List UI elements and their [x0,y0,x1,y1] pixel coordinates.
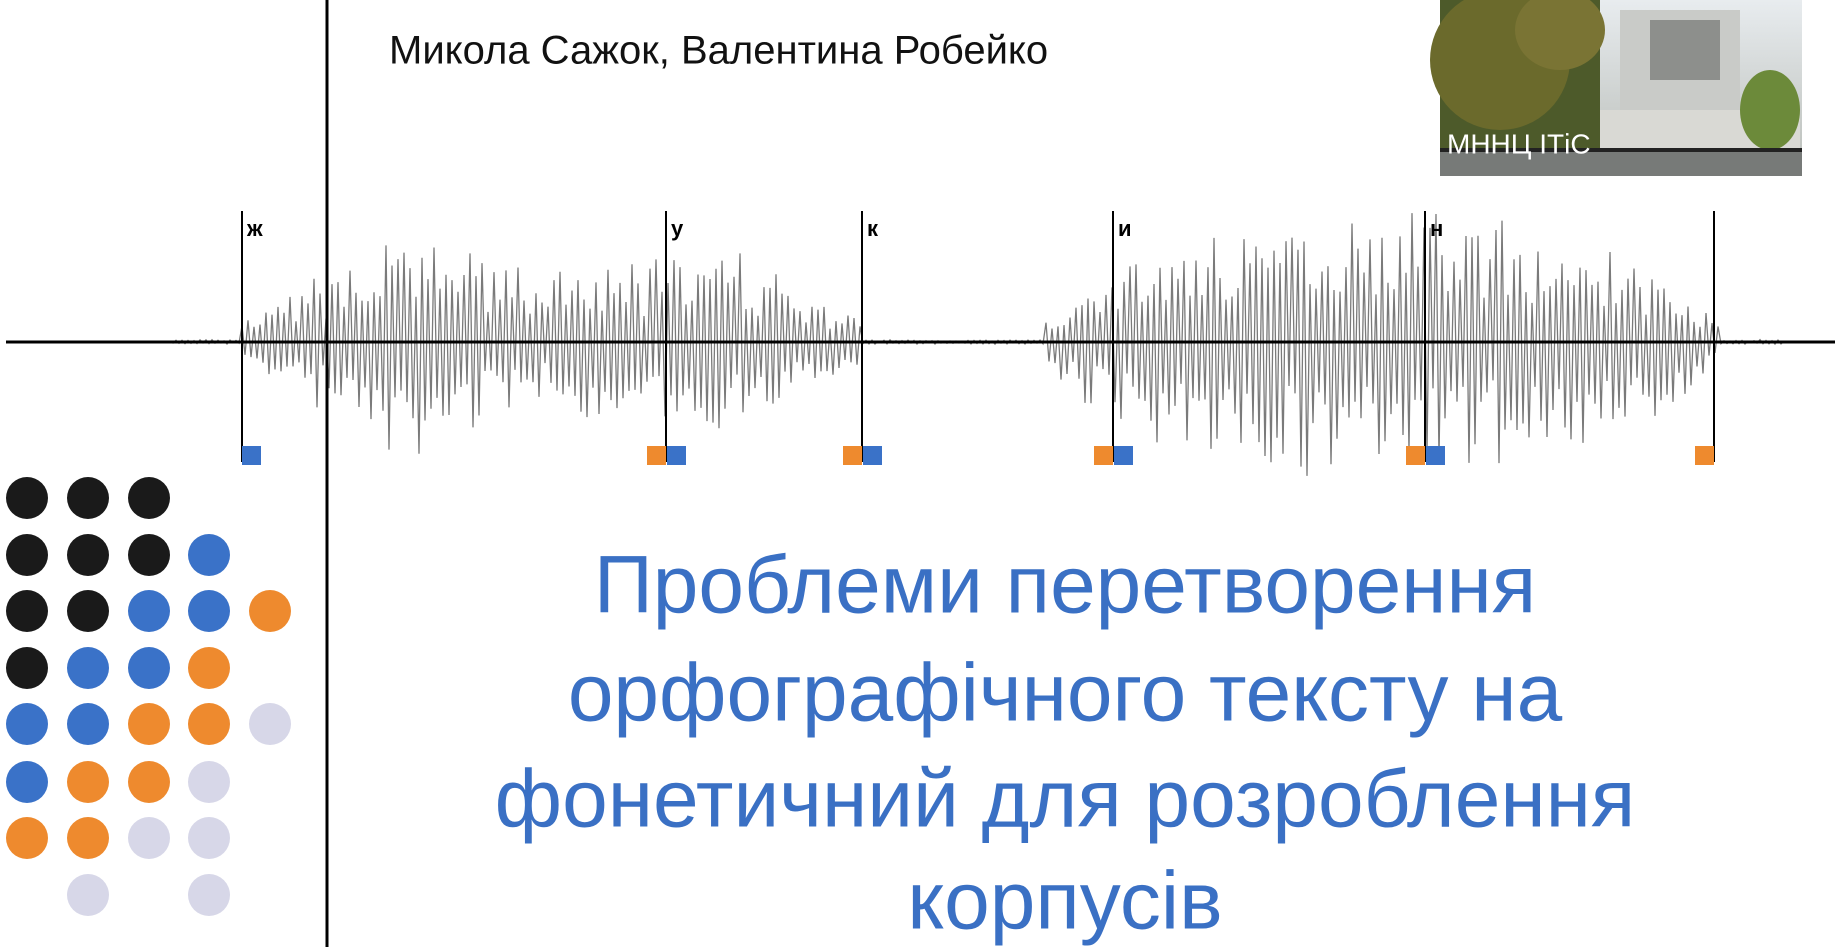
waveform-line [170,213,1784,476]
dot [6,647,48,689]
authors: Микола Сажок, Валентина Робейко [389,29,1048,73]
title-line: корпусів [907,856,1222,947]
dot [128,703,170,745]
segment-marker [1094,446,1113,465]
segment-label: к [867,216,879,241]
segment-marker [242,446,261,465]
segment-marker [1426,446,1445,465]
dot [6,590,48,632]
dot [128,590,170,632]
dot [6,534,48,576]
dot [128,534,170,576]
dot [6,477,48,519]
dot [128,761,170,803]
dot [67,761,109,803]
segment-marker [1114,446,1133,465]
segment-marker [667,446,686,465]
segment-marker [1695,446,1714,465]
dot [128,477,170,519]
dot [67,477,109,519]
dot [67,703,109,745]
dot [6,761,48,803]
dot [188,874,230,916]
dot [67,874,109,916]
dot [67,590,109,632]
dot [6,703,48,745]
dot [188,534,230,576]
segment-marker [843,446,862,465]
photo: МННЦ ІТіС [1430,0,1802,176]
dot [188,703,230,745]
title: Проблеми перетворення орфографічного тек… [495,540,1636,947]
title-line: орфографічного тексту на [568,648,1563,739]
page: МННЦ ІТіС Микола Сажок, Валентина Робейк… [0,0,1835,947]
dot [67,817,109,859]
segment-marker [863,446,882,465]
segment-label: н [1430,216,1443,241]
photo-caption: МННЦ ІТіС [1447,128,1591,159]
dot [67,647,109,689]
dot [128,647,170,689]
dot [6,817,48,859]
dot [67,534,109,576]
dot [249,590,291,632]
dot [128,817,170,859]
title-line: фонетичний для розроблення [495,754,1636,845]
title-line: Проблеми перетворення [594,540,1536,631]
segment-label: и [1118,216,1132,241]
dot [188,817,230,859]
slide: МННЦ ІТіС Микола Сажок, Валентина Робейк… [0,0,1835,947]
dot [188,761,230,803]
dot-grid [6,477,291,916]
segment-marker [647,446,666,465]
segment-label: ж [246,216,263,241]
dot [188,647,230,689]
dot [188,590,230,632]
segment-label: у [671,216,684,241]
segment-marker [1406,446,1425,465]
dot [249,703,291,745]
